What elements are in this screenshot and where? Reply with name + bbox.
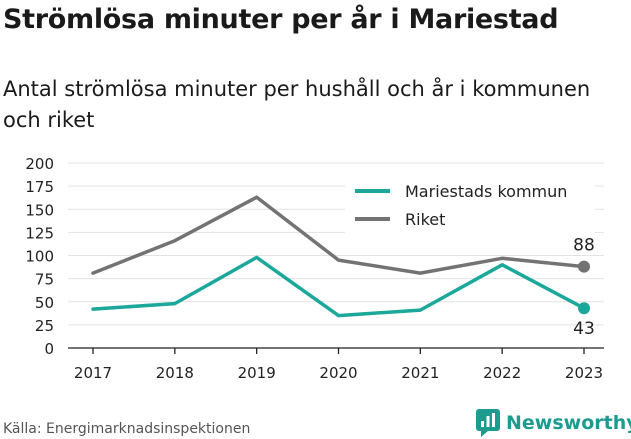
- chart-subtitle: Antal strömlösa minuter per hushåll och …: [3, 77, 591, 132]
- chart-title: Strömlösa minuter per år i Mariestad: [3, 4, 559, 35]
- y-tick-label: 125: [25, 224, 54, 242]
- series-lines: 43 88: [91, 195, 595, 339]
- end-point-mariestad: [578, 302, 590, 315]
- x-tick-label: 2021: [401, 364, 439, 382]
- y-tick-label: 100: [25, 248, 54, 266]
- brand-name: Newsworthy: [506, 412, 631, 434]
- legend: Mariestads kommun Riket: [345, 176, 595, 234]
- series-line-riket: [91, 195, 586, 275]
- newsworthy-logo-icon: [476, 409, 500, 437]
- y-tick-label: 175: [25, 178, 54, 196]
- end-label-riket: 88: [573, 236, 595, 256]
- y-tick-label: 0: [44, 340, 54, 358]
- series-line-mariestad: [91, 255, 586, 318]
- x-tick-label: 2020: [319, 364, 357, 382]
- y-tick-label: 200: [25, 155, 54, 173]
- legend-label: Riket: [405, 210, 445, 229]
- end-point-riket: [578, 260, 590, 273]
- y-tick-label: 50: [35, 294, 54, 312]
- y-tick-label: 25: [35, 317, 54, 335]
- x-tick-label: 2019: [238, 364, 276, 382]
- legend-label: Mariestads kommun: [405, 182, 567, 201]
- brand-logo: Newsworthy: [476, 408, 631, 438]
- axes: 0 25 50 75 100 125 150 175 200 2017 2018 2019 2020 20…: [25, 155, 604, 382]
- y-tick-label: 75: [35, 271, 54, 289]
- x-tick-label: 2017: [74, 364, 112, 382]
- x-tick-label: 2018: [156, 364, 194, 382]
- legend-background: [345, 176, 595, 234]
- source-note: Källa: Energimarknadsinspektionen: [3, 421, 251, 437]
- end-label-mariestad: 43: [573, 319, 595, 339]
- x-tick-label: 2022: [483, 364, 521, 382]
- y-tick-label: 150: [25, 201, 54, 219]
- x-tick-label: 2023: [565, 364, 603, 382]
